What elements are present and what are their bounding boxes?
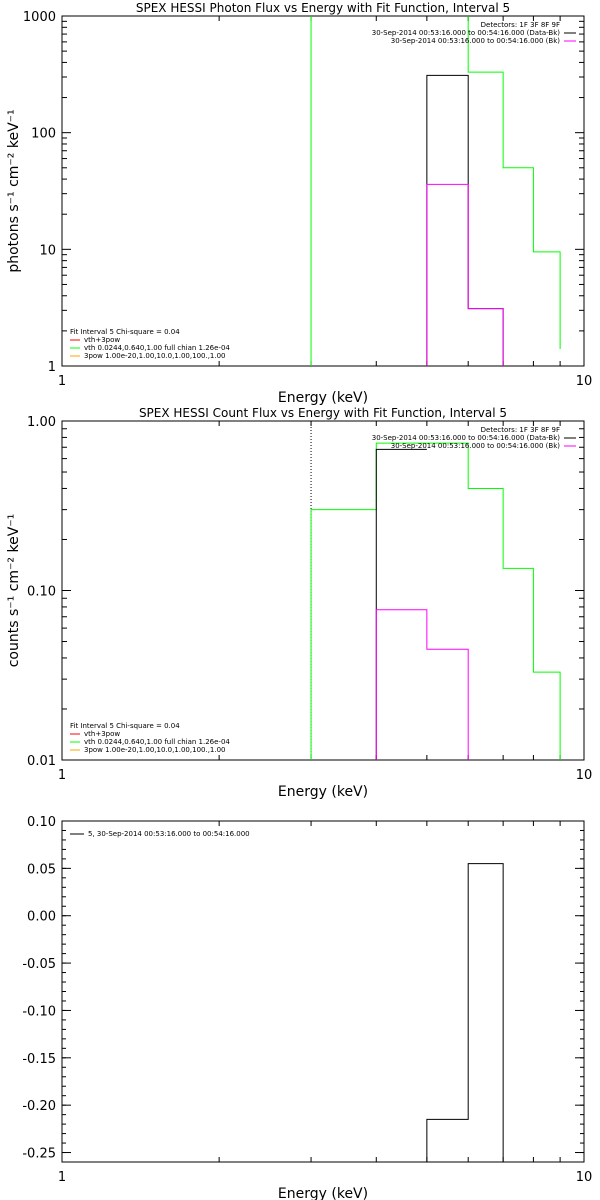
legend-top-right-text: 30-Sep-2014 00:53:16.000 to 00:54:16.000… xyxy=(372,434,561,442)
legend-bottom-left-text: vth+3pow xyxy=(84,336,120,344)
legend-bottom-left-text: vth 0.0244,0.640,1.00 full chian 1.26e-0… xyxy=(84,738,230,746)
y-axis-label: counts s⁻¹ cm⁻² keV⁻¹ xyxy=(6,514,22,668)
y-tick-label: 0.00 xyxy=(27,910,56,925)
series-line xyxy=(375,448,427,760)
y-tick-label: -0.10 xyxy=(22,1004,56,1019)
x-axis-label: Energy (keV) xyxy=(278,784,368,800)
chart-title: SPEX HESSI Photon Flux vs Energy with Fi… xyxy=(136,1,510,15)
legend-bottom-left-text: Fit Interval 5 Chi-square = 0.04 xyxy=(70,722,180,730)
y-tick-label: 1.00 xyxy=(27,415,56,430)
legend-top-right-text: 30-Sep-2014 00:53:16.000 to 00:54:16.000… xyxy=(372,29,561,37)
series-line xyxy=(467,16,561,349)
legend-bottom-left-text: vth+3pow xyxy=(84,730,120,738)
legend-top-right-text: Detectors: 1F 3F 8F 9F xyxy=(481,426,560,434)
y-axis-label: photons s⁻¹ cm⁻² keV⁻¹ xyxy=(6,109,22,272)
x-tick-label: 1 xyxy=(58,374,66,389)
chart-title: SPEX HESSI Count Flux vs Energy with Fit… xyxy=(139,406,507,420)
legend-top-right-text: Detectors: 1F 3F 8F 9F xyxy=(481,21,560,29)
y-tick-label: 0.05 xyxy=(27,862,56,877)
legend-bottom-left-text: 3pow 1.00e-20,1.00,10.0,1.00,100.,1.00 xyxy=(84,746,226,754)
x-tick-label: 1 xyxy=(58,768,66,783)
series-line xyxy=(426,183,504,366)
y-tick-label: 1 xyxy=(48,360,56,375)
x-tick-label: 10 xyxy=(576,1170,593,1185)
x-tick-label: 1 xyxy=(58,1170,66,1185)
plot-frame xyxy=(61,15,585,367)
y-tick-label: -0.20 xyxy=(22,1099,56,1114)
plot-frame xyxy=(61,820,585,1163)
series-line xyxy=(375,609,469,760)
legend-bottom-left-text: Fit Interval 5 Chi-square = 0.04 xyxy=(70,328,180,336)
legend-top-right-text: 30-Sep-2014 00:53:16.000 to 00:54:16.000… xyxy=(391,442,561,450)
series-line xyxy=(426,74,504,366)
legend-top-right-text: 30-Sep-2014 00:53:16.000 to 00:54:16.000… xyxy=(391,37,561,45)
legend-bottom-left-text: vth 0.0244,0.640,1.00 full chian 1.26e-0… xyxy=(84,344,230,352)
series-line xyxy=(426,863,504,1162)
plot-frame xyxy=(61,420,585,761)
y-tick-label: 10 xyxy=(39,243,56,258)
y-tick-label: -0.05 xyxy=(22,957,56,972)
series-line xyxy=(310,442,561,760)
y-tick-label: 0.10 xyxy=(27,815,56,830)
x-axis-label: Energy (keV) xyxy=(278,1186,368,1200)
x-tick-label: 10 xyxy=(576,374,593,389)
legend-top-left-text: 5, 30-Sep-2014 00:53:16.000 to 00:54:16.… xyxy=(88,830,250,838)
x-axis-label: Energy (keV) xyxy=(278,390,368,406)
y-tick-label: 1000 xyxy=(23,10,56,25)
y-tick-label: -0.25 xyxy=(22,1147,56,1162)
y-tick-label: 0.10 xyxy=(27,585,56,600)
x-tick-label: 10 xyxy=(576,768,593,783)
y-tick-label: 100 xyxy=(31,127,56,142)
legend-bottom-left-text: 3pow 1.00e-20,1.00,10.0,1.00,100.,1.00 xyxy=(84,352,226,360)
y-tick-label: -0.15 xyxy=(22,1052,56,1067)
y-tick-label: 0.01 xyxy=(27,754,56,769)
